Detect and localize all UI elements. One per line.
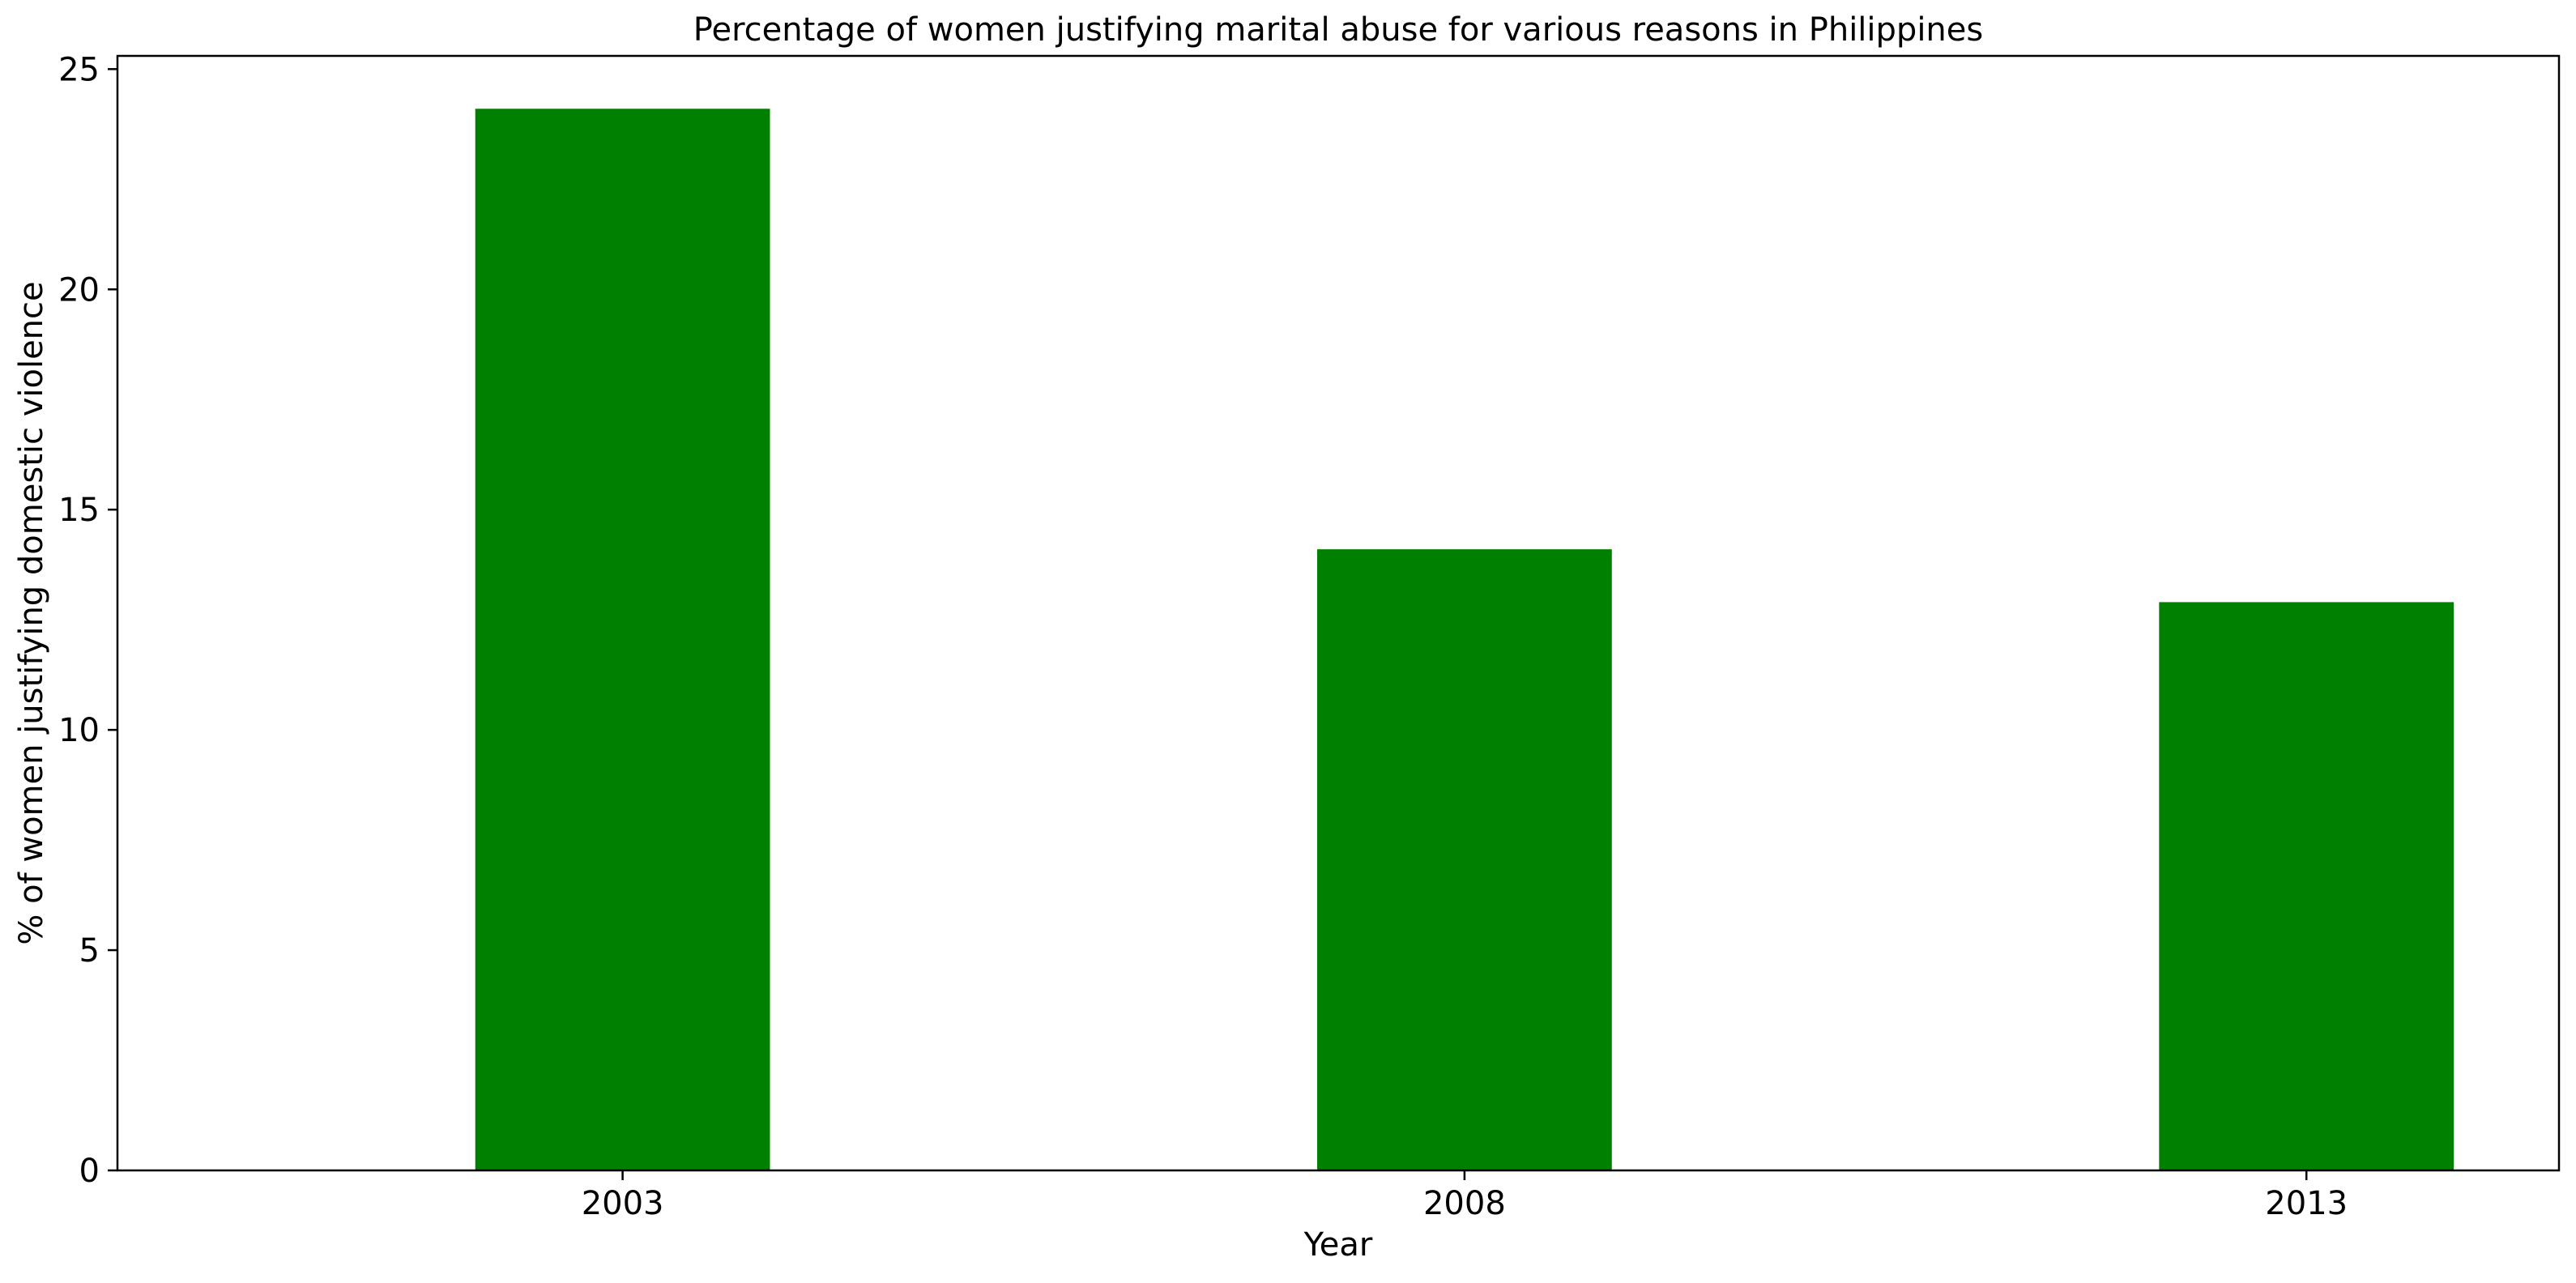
x-tick-label-2003: 2003 xyxy=(582,1185,664,1222)
y-tick-label: 20 xyxy=(58,271,100,309)
x-tick-label-2013: 2013 xyxy=(2265,1185,2348,1222)
y-tick-label: 25 xyxy=(58,51,100,88)
bar-2003 xyxy=(475,109,770,1171)
bars-layer xyxy=(475,109,2454,1171)
y-tick-label: 0 xyxy=(79,1153,100,1190)
y-axis-ticks: 0 5 10 15 20 25 xyxy=(58,51,117,1190)
y-axis-label: % of women justifying domestic violence xyxy=(13,281,50,944)
chart-title: Percentage of women justifying marital a… xyxy=(693,11,1983,49)
y-tick-label: 15 xyxy=(58,492,100,529)
bar-2008 xyxy=(1317,549,1612,1170)
x-axis-label: Year xyxy=(1303,1226,1373,1264)
y-tick-label: 10 xyxy=(58,712,100,749)
bar-2013 xyxy=(2159,602,2454,1170)
y-tick-label: 5 xyxy=(79,932,100,970)
x-tick-label-2008: 2008 xyxy=(1423,1185,1506,1222)
plot-frame xyxy=(116,54,2561,1172)
x-axis-ticks: 2003 2008 2013 xyxy=(582,1170,2348,1222)
